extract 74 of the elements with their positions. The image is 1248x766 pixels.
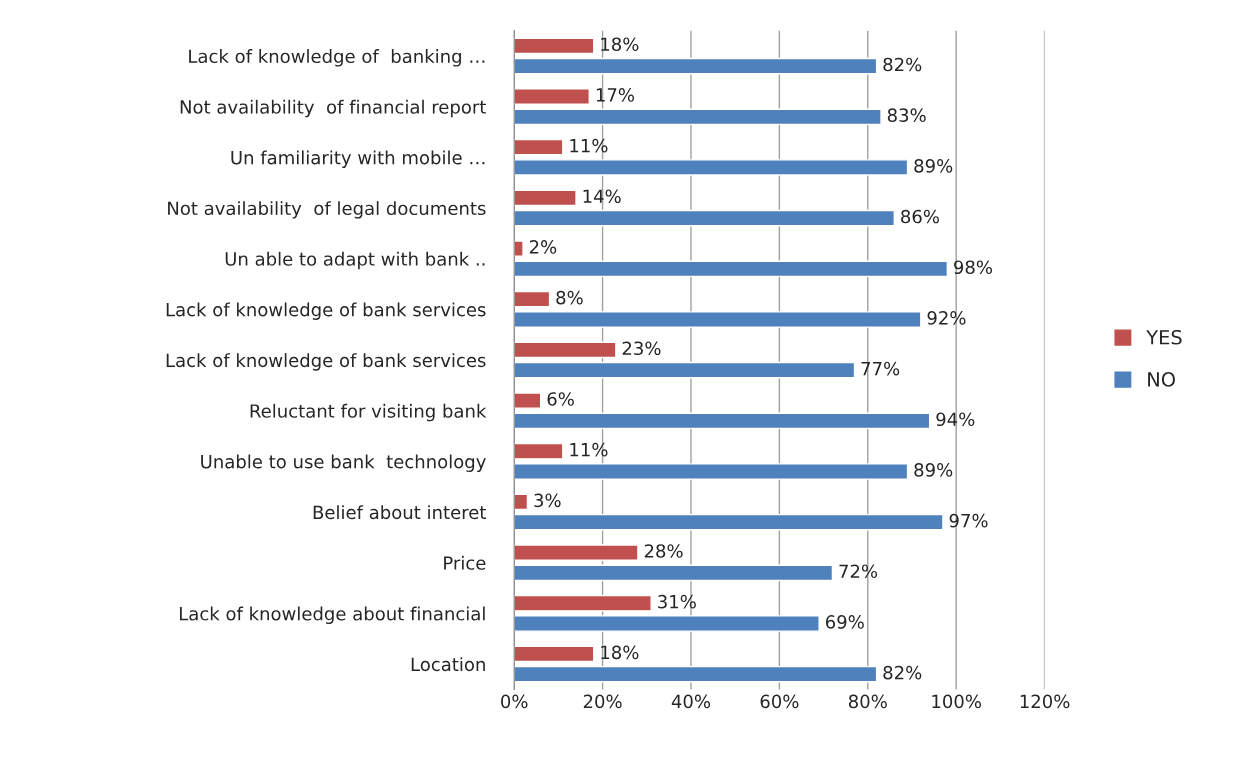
- data-label: 23%: [622, 341, 661, 356]
- bar: [514, 665, 878, 683]
- bar: [514, 159, 909, 176]
- data-label: 89%: [914, 463, 953, 477]
- data-label: 97%: [949, 513, 988, 528]
- data-label: 77%: [861, 361, 900, 376]
- data-label: 8%: [556, 290, 583, 305]
- bar: [514, 645, 595, 663]
- y-tick-label: Price: [444, 555, 486, 570]
- data-label: 31%: [658, 594, 696, 609]
- y-tick-label: Lack of knowledge about financial: [179, 606, 485, 624]
- data-label: 11%: [570, 138, 608, 153]
- bar: [514, 290, 551, 308]
- bar: [514, 442, 564, 460]
- legend-label: NO: [1148, 372, 1175, 387]
- data-label: 82%: [883, 665, 922, 680]
- x-tick-label: 60%: [760, 694, 799, 709]
- data-label: 6%: [547, 392, 574, 406]
- y-tick-label: Not availability of financial report: [180, 99, 486, 118]
- bar: [514, 392, 542, 409]
- data-label: 3%: [534, 493, 561, 508]
- data-label: 89%: [914, 159, 953, 173]
- data-label: 17%: [596, 88, 635, 102]
- bar: [514, 138, 564, 156]
- data-label: 28%: [644, 544, 683, 558]
- data-label: 86%: [901, 209, 939, 224]
- bar: [514, 209, 895, 227]
- data-label: 11%: [570, 442, 608, 457]
- bar: [514, 463, 909, 480]
- data-label: 83%: [887, 108, 926, 123]
- bar: [514, 564, 834, 582]
- bar: [514, 493, 529, 511]
- bar: [514, 361, 856, 379]
- bar: [514, 544, 639, 561]
- y-tick-label: Lack of knowledge of bank services: [166, 353, 486, 371]
- y-tick-label: Location: [411, 657, 485, 672]
- data-label: 2%: [529, 240, 557, 254]
- bar: [514, 88, 591, 105]
- data-label: 69%: [825, 615, 864, 629]
- y-tick-label: Belief about interet: [313, 505, 486, 520]
- bar: [514, 189, 577, 207]
- bar: [514, 37, 595, 55]
- x-tick-label: 20%: [583, 694, 622, 709]
- bar: [514, 412, 931, 430]
- data-label: 92%: [927, 311, 966, 325]
- y-tick-label: Unable to use bank technology: [201, 454, 486, 472]
- data-label: 82%: [883, 57, 922, 72]
- data-label: 98%: [954, 260, 993, 275]
- bar: [514, 615, 820, 632]
- y-tick-label: Un familiarity with mobile …: [231, 150, 485, 168]
- x-tick-label: 100%: [932, 694, 981, 709]
- data-label: 18%: [601, 37, 639, 52]
- x-tick-label: 80%: [848, 694, 887, 709]
- x-tick-label: 0%: [501, 694, 528, 709]
- y-tick-label: Reluctant for visiting bank: [250, 403, 487, 422]
- bar: [514, 57, 878, 75]
- y-tick-label: Not availability of legal documents: [168, 201, 486, 219]
- bar: [514, 311, 922, 328]
- data-label: 72%: [839, 564, 878, 579]
- x-tick-label: 40%: [671, 694, 711, 709]
- data-label: 14%: [583, 189, 621, 204]
- bar: [514, 108, 882, 126]
- x-tick-label: 120%: [1020, 694, 1070, 709]
- bar: [514, 513, 944, 531]
- bar: [514, 594, 652, 612]
- bar: [514, 260, 949, 278]
- bar: [514, 240, 524, 257]
- legend-label: YES: [1146, 329, 1182, 345]
- data-label: 18%: [601, 645, 639, 660]
- y-tick-label: Lack of knowledge of bank services: [166, 302, 486, 320]
- y-tick-label: Lack of knowledge of banking …: [189, 49, 485, 67]
- bar: [514, 341, 617, 359]
- data-label: 94%: [936, 412, 975, 427]
- y-tick-label: Un able to adapt with bank ..: [225, 251, 485, 270]
